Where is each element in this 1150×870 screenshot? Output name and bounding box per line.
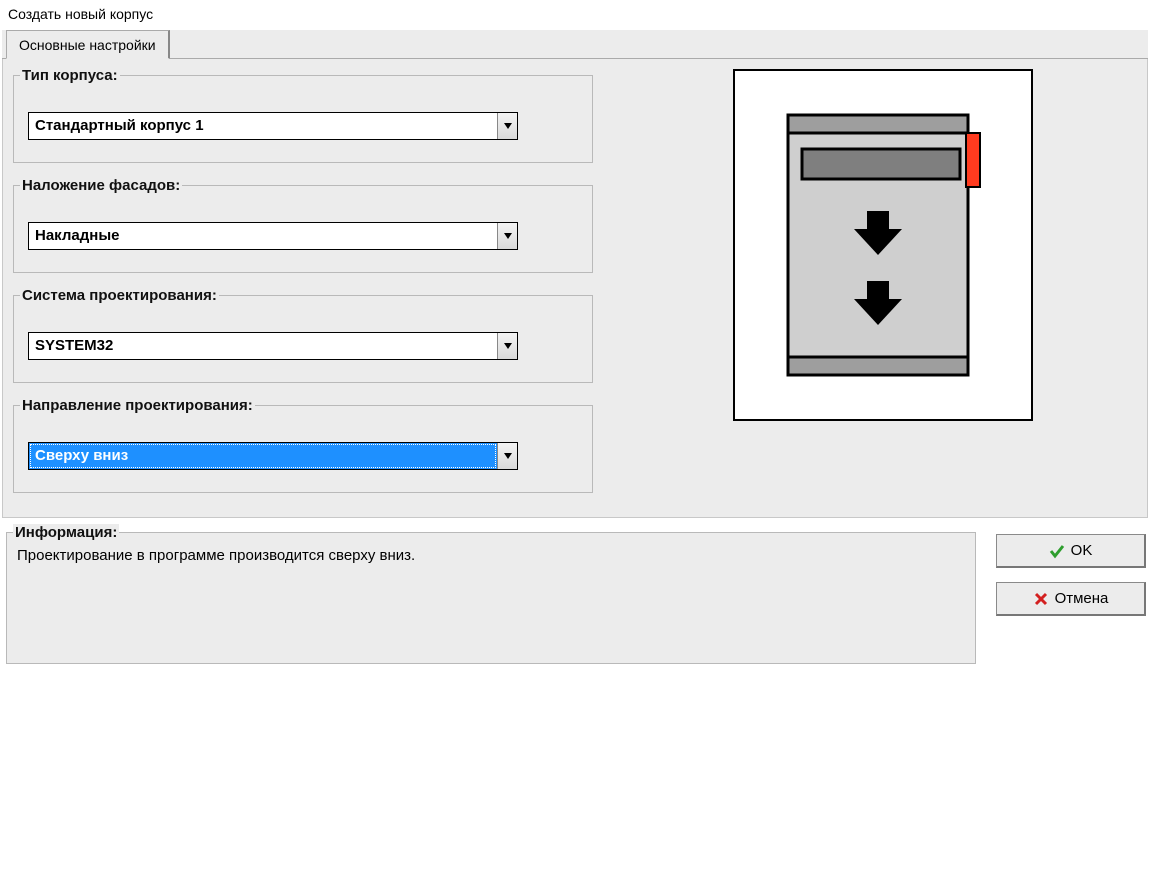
chevron-down-icon — [504, 233, 512, 239]
group-design-system-legend: Система проектирования: — [20, 287, 219, 304]
chevron-down-icon — [504, 123, 512, 129]
group-facade-overlay: Наложение фасадов: Накладные — [13, 177, 593, 273]
tab-main-settings[interactable]: Основные настройки — [6, 30, 170, 59]
group-facade-legend: Наложение фасадов: — [20, 177, 182, 194]
group-design-system: Система проектирования: SYSTEM32 — [13, 287, 593, 383]
body-type-dropdown-button[interactable] — [497, 113, 517, 139]
window-title: Создать новый корпус — [0, 0, 1150, 28]
dialog-buttons: OK Отмена — [996, 524, 1146, 664]
info-group: Информация: Проектирование в программе п… — [6, 524, 976, 664]
preview-box — [733, 69, 1033, 421]
ok-button-label: OK — [1071, 542, 1093, 559]
group-design-direction: Направление проектирования: Сверху вниз — [13, 397, 593, 493]
facade-dropdown-button[interactable] — [497, 223, 517, 249]
direction-dropdown-button[interactable] — [497, 443, 517, 469]
chevron-down-icon — [504, 343, 512, 349]
body-type-value: Стандартный корпус 1 — [29, 113, 497, 139]
cancel-button-label: Отмена — [1055, 590, 1109, 607]
tabstrip: Основные настройки — [2, 30, 1148, 59]
footer-row: Информация: Проектирование в программе п… — [4, 524, 1146, 664]
chevron-down-icon — [504, 453, 512, 459]
body-type-combo[interactable]: Стандартный корпус 1 — [28, 112, 518, 140]
facade-combo[interactable]: Накладные — [28, 222, 518, 250]
facade-value: Накладные — [29, 223, 497, 249]
settings-column: Тип корпуса: Стандартный корпус 1 Наложе… — [13, 67, 593, 507]
cancel-button[interactable]: Отмена — [996, 582, 1146, 616]
design-system-value: SYSTEM32 — [29, 333, 497, 359]
info-text: Проектирование в программе производится … — [7, 541, 975, 574]
direction-combo[interactable]: Сверху вниз — [28, 442, 518, 470]
group-body-type-legend: Тип корпуса: — [20, 67, 120, 84]
close-icon — [1033, 591, 1049, 607]
direction-value: Сверху вниз — [29, 443, 497, 469]
check-icon — [1049, 543, 1065, 559]
group-direction-legend: Направление проектирования: — [20, 397, 255, 414]
design-system-dropdown-button[interactable] — [497, 333, 517, 359]
design-system-combo[interactable]: SYSTEM32 — [28, 332, 518, 360]
cabinet-preview-icon — [778, 105, 988, 385]
group-body-type: Тип корпуса: Стандартный корпус 1 — [13, 67, 593, 163]
preview-column — [733, 67, 1033, 507]
ok-button[interactable]: OK — [996, 534, 1146, 568]
info-legend: Информация: — [13, 524, 119, 541]
tab-panel-main: Тип корпуса: Стандартный корпус 1 Наложе… — [2, 59, 1148, 518]
